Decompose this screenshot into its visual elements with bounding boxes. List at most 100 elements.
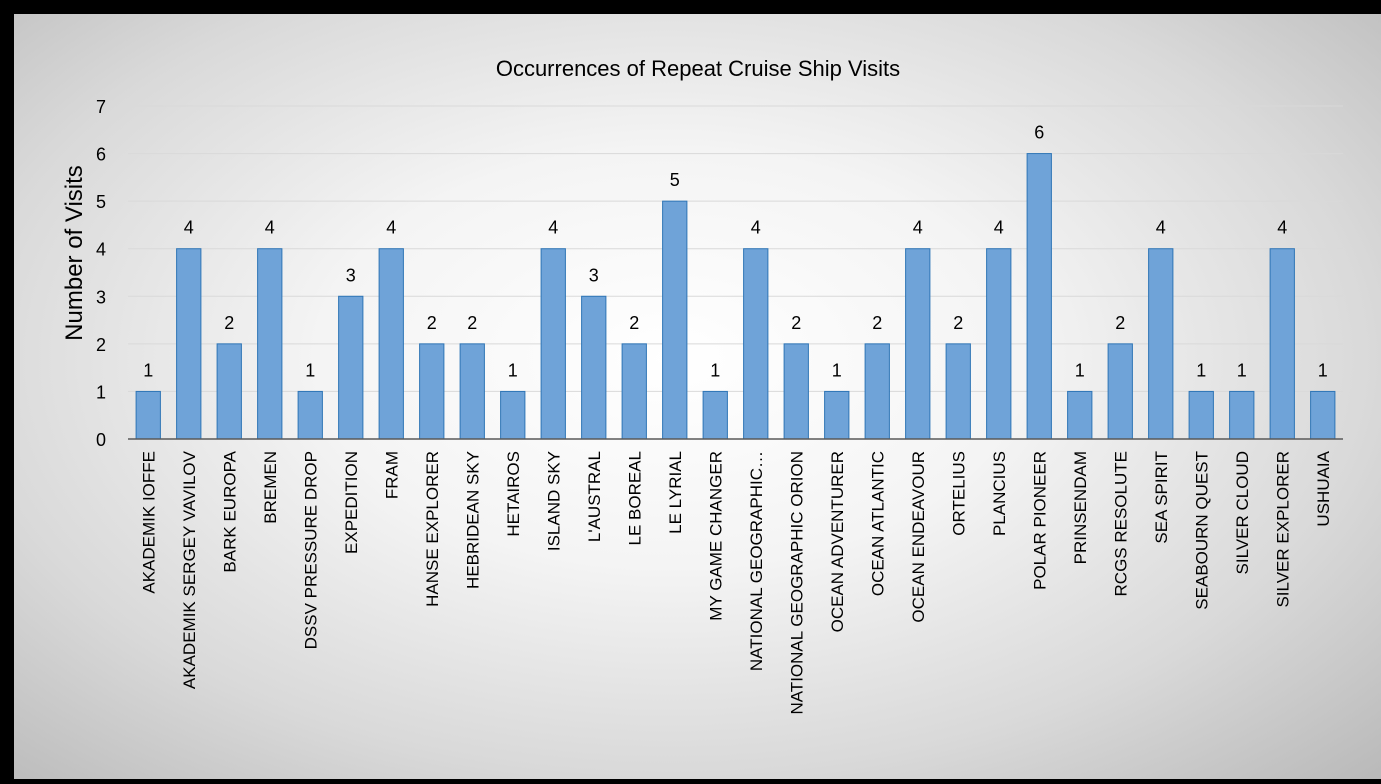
data-label: 4 <box>1156 218 1166 238</box>
bar <box>257 248 283 440</box>
y-tick-label: 5 <box>96 192 106 212</box>
x-tick-label: BREMEN <box>261 451 280 524</box>
x-tick-label: BARK EUROPA <box>220 450 239 572</box>
data-label: 2 <box>629 313 639 333</box>
x-tick-label: NATIONAL GEOGRAPHIC… <box>747 451 766 671</box>
bar <box>662 200 688 440</box>
x-tick-label: LE BOREAL <box>625 451 644 546</box>
y-tick-label: 2 <box>96 335 106 355</box>
bar <box>864 343 890 440</box>
data-label: 4 <box>913 218 923 238</box>
x-tick-label: RCGS RESOLUTE <box>1111 451 1130 596</box>
data-label: 2 <box>224 313 234 333</box>
x-tick-label: HANSE EXPLORER <box>423 451 442 607</box>
x-tick-label: OCEAN ENDEAVOUR <box>909 451 928 623</box>
x-tick-label: FRAM <box>382 451 401 499</box>
bar <box>1310 390 1336 440</box>
bar <box>621 343 647 440</box>
x-tick-label: POLAR PIONEER <box>1030 451 1049 590</box>
data-label: 4 <box>386 218 396 238</box>
bar <box>500 390 526 440</box>
x-tick-label: OCEAN ATLANTIC <box>868 451 887 596</box>
data-label: 4 <box>184 218 194 238</box>
x-tick-label: NATIONAL GEOGRAPHIC ORION <box>787 451 806 715</box>
bar <box>1026 153 1052 440</box>
x-tick-label: HEBRIDEAN SKY <box>463 451 482 589</box>
bar <box>135 390 161 440</box>
x-tick-label: SILVER CLOUD <box>1233 451 1252 574</box>
data-label: 1 <box>508 360 518 380</box>
bar <box>986 248 1012 440</box>
bars <box>135 153 1336 440</box>
x-tick-label: ORTELIUS <box>949 451 968 536</box>
bar <box>1229 390 1255 440</box>
y-tick-label: 1 <box>96 382 106 402</box>
data-label: 2 <box>953 313 963 333</box>
y-tick-label: 4 <box>96 240 106 260</box>
x-tick-label: SILVER EXPLORER <box>1273 451 1292 608</box>
data-label: 2 <box>467 313 477 333</box>
y-tick-label: 6 <box>96 145 106 165</box>
data-label: 2 <box>427 313 437 333</box>
bar <box>824 390 850 440</box>
bar <box>540 248 566 440</box>
x-tick-label: OCEAN ADVENTURER <box>828 451 847 632</box>
bar <box>459 343 485 440</box>
y-tick-label: 7 <box>96 97 106 117</box>
bar <box>378 248 404 440</box>
data-label: 2 <box>1115 313 1125 333</box>
data-label: 6 <box>1034 123 1044 143</box>
bar <box>176 248 202 440</box>
bar <box>702 390 728 440</box>
data-label: 3 <box>346 265 356 285</box>
data-label: 2 <box>791 313 801 333</box>
data-label: 4 <box>548 218 558 238</box>
bar <box>1148 248 1174 440</box>
x-axis-tick-labels: AKADEMIK IOFFE AKADEMIK SERGEY VAVILOV BAR… <box>139 450 1333 714</box>
x-tick-label: AKADEMIK SERGEY VAVILOV <box>180 450 199 689</box>
data-label: 1 <box>710 360 720 380</box>
bar-chart: Occurrences of Repeat Cruise Ship Visits… <box>61 56 1343 715</box>
bar <box>581 295 607 440</box>
x-tick-label: MY GAME CHANGER <box>706 451 725 621</box>
gridlines <box>128 105 1343 392</box>
x-tick-label: PRINSENDAM <box>1071 451 1090 564</box>
bar <box>905 248 931 440</box>
data-label: 1 <box>1318 360 1328 380</box>
data-label: 1 <box>1075 360 1085 380</box>
x-tick-label: EXPEDITION <box>342 451 361 554</box>
x-tick-label: HETAIROS <box>504 451 523 537</box>
x-tick-label: SEA SPIRIT <box>1152 451 1171 544</box>
x-tick-label: L'AUSTRAL <box>585 451 604 542</box>
x-tick-label: ISLAND SKY <box>544 451 563 551</box>
y-axis-ticks: 0 1 2 3 4 5 6 7 <box>96 97 106 450</box>
bar <box>1188 390 1214 440</box>
x-tick-label: USHUAIA <box>1314 450 1333 526</box>
y-tick-label: 0 <box>96 430 106 450</box>
bar <box>297 390 323 440</box>
data-label: 4 <box>1277 218 1287 238</box>
y-axis-label: Number of Visits <box>61 165 88 341</box>
data-label: 4 <box>265 218 275 238</box>
bar <box>1107 343 1133 440</box>
bar <box>743 248 769 440</box>
bar <box>945 343 971 440</box>
bar <box>338 295 364 440</box>
chart-area: Occurrences of Repeat Cruise Ship Visits… <box>14 14 1381 779</box>
chart-title: Occurrences of Repeat Cruise Ship Visits <box>496 56 900 81</box>
data-label: 1 <box>1196 360 1206 380</box>
x-tick-label: DSSV PRESSURE DROP <box>301 451 320 649</box>
bar <box>216 343 242 440</box>
data-label: 4 <box>994 218 1004 238</box>
data-label: 1 <box>1237 360 1247 380</box>
data-label: 2 <box>872 313 882 333</box>
x-tick-label: SEABOURN QUEST <box>1192 451 1211 610</box>
x-tick-label: PLANCIUS <box>990 451 1009 536</box>
data-label: 1 <box>832 360 842 380</box>
data-labels: 1 4 2 4 1 3 4 2 2 1 4 3 2 5 1 4 2 1 2 4 2 4 6 1 2 4 1 1 4 1 <box>143 123 1328 381</box>
data-label: 4 <box>751 218 761 238</box>
bar <box>1067 390 1093 440</box>
data-label: 5 <box>670 170 680 190</box>
bar <box>1269 248 1295 440</box>
